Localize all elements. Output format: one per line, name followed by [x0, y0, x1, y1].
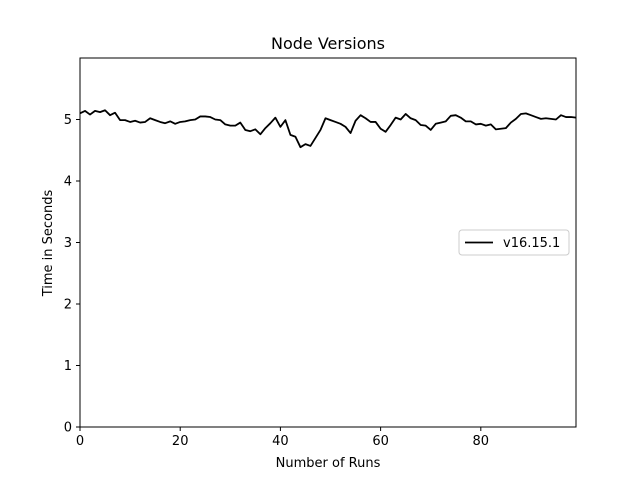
y-tick-label: 5 — [64, 113, 72, 128]
y-tick-label: 0 — [64, 421, 72, 436]
x-tick-label: 80 — [473, 434, 490, 449]
y-tick-label: 4 — [64, 175, 72, 190]
x-tick-label: 60 — [372, 434, 389, 449]
y-tick-label: 3 — [64, 236, 72, 251]
y-axis-ticks: 0 1 2 3 4 5 — [64, 113, 80, 436]
x-axis-label: Number of Runs — [276, 456, 381, 471]
y-axis-label: Time in Seconds — [41, 190, 56, 298]
x-tick-label: 40 — [272, 434, 289, 449]
y-tick-label: 2 — [64, 298, 72, 313]
legend-label-0: v16.15.1 — [503, 236, 560, 251]
x-axis-ticks: 0 20 40 60 80 — [76, 427, 489, 449]
chart-title: Node Versions — [271, 34, 385, 53]
x-tick-label: 20 — [172, 434, 189, 449]
series-line-0 — [79, 109, 577, 149]
x-tick-label: 0 — [76, 434, 84, 449]
y-tick-label: 1 — [64, 359, 72, 374]
legend: v16.15.1 — [458, 229, 570, 256]
legend-box — [458, 229, 570, 256]
